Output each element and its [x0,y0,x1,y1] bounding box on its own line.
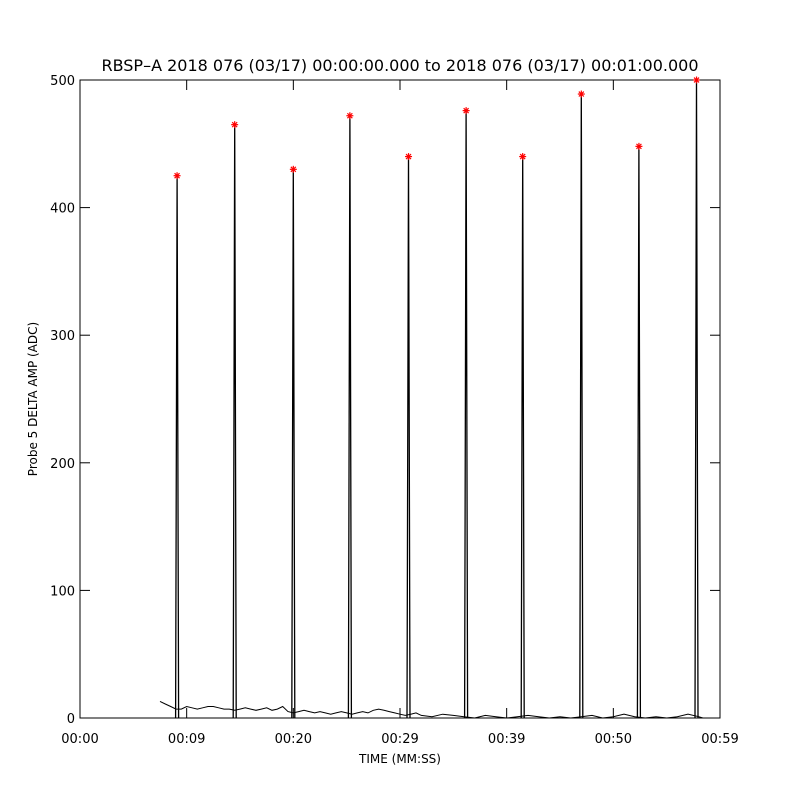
series-spike [174,175,180,719]
peak-marker [519,153,527,161]
peak-marker [635,142,643,150]
series-spike [406,156,411,719]
y-tick-label: 400 [50,202,75,217]
series-spike [520,156,525,719]
peak-marker [577,90,585,98]
peak-marker [231,121,239,129]
x-tick-label: 00:39 [488,732,525,747]
peak-marker [462,107,470,115]
series-spike [694,79,699,719]
y-axis-ticks: 0 100 200 300 400 500 [50,74,720,727]
x-axis-label: TIME (MM:SS) [358,752,441,766]
x-tick-label: 00:09 [168,732,205,747]
peak-marker [289,165,297,173]
x-tick-label: 00:59 [701,732,738,747]
y-tick-label: 100 [50,584,75,599]
x-axis-ticks: 00:00 00:09 00:20 00:29 00:39 00:50 00:59 [61,80,739,747]
peak-marker [405,153,413,161]
x-tick-label: 00:29 [381,732,418,747]
series-spike [347,115,353,719]
series-spike [463,110,469,719]
x-tick-label: 00:00 [61,732,98,747]
x-tick-label: 00:50 [595,732,632,747]
peak-marker [173,172,181,180]
x-tick-label: 00:20 [275,732,312,747]
peak-marker [693,76,701,84]
series-spike [636,146,642,719]
y-tick-label: 500 [50,74,75,89]
series-spike [232,124,237,719]
y-tick-label: 0 [67,712,75,727]
y-tick-label: 200 [50,457,75,472]
y-axis-label: Probe 5 DELTA AMP (ADC) [26,322,40,476]
series-baseline [159,700,704,719]
series-spike [579,93,584,719]
peak-marker [346,112,354,120]
y-tick-label: 300 [50,329,75,344]
peak-markers [173,76,701,180]
chart-title: RBSP–A 2018 076 (03/17) 00:00:00.000 to … [101,56,698,75]
series-spike [291,169,296,719]
series-layer [159,79,704,719]
